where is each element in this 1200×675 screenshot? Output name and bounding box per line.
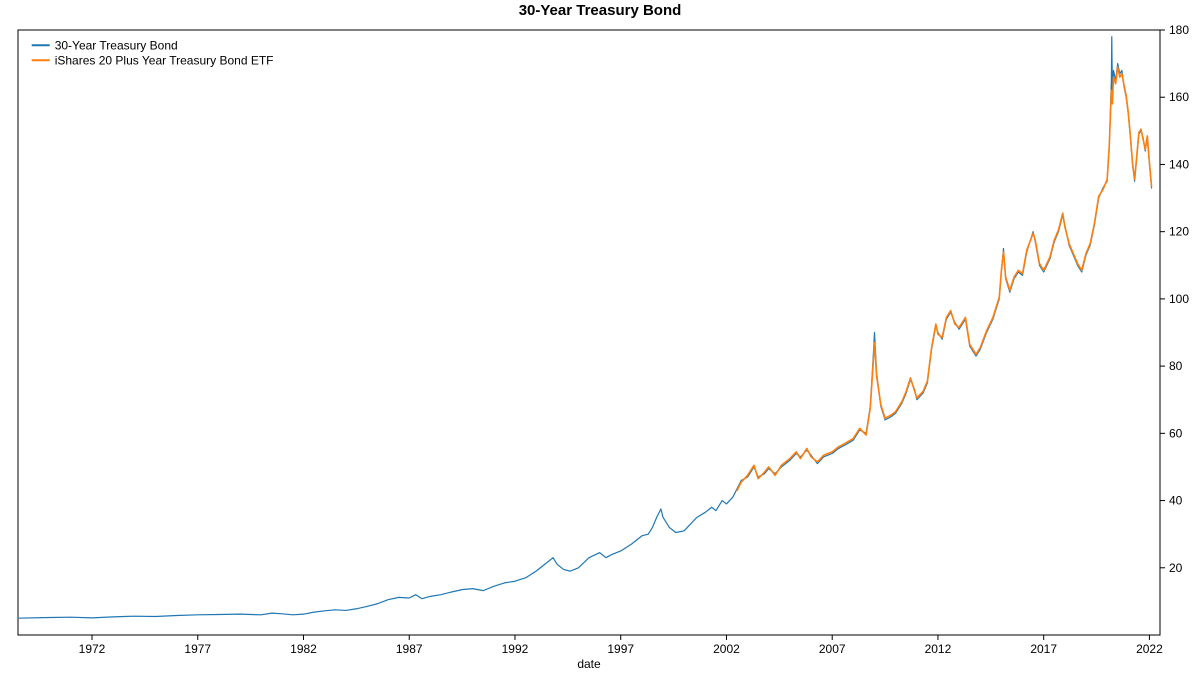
x-tick-label: 2012 bbox=[925, 642, 952, 656]
x-tick-label: 2007 bbox=[819, 642, 846, 656]
y-tick-label: 20 bbox=[1169, 561, 1183, 575]
legend-label: 30-Year Treasury Bond bbox=[55, 38, 178, 52]
y-tick-label: 180 bbox=[1169, 23, 1189, 37]
chart-container: 30-Year Treasury Bond 197219771982198719… bbox=[0, 0, 1200, 675]
x-tick-label: 1997 bbox=[607, 642, 634, 656]
x-tick-label: 2017 bbox=[1030, 642, 1057, 656]
x-axis-label: date bbox=[577, 657, 601, 671]
x-tick-label: 1972 bbox=[79, 642, 106, 656]
y-tick-label: 120 bbox=[1169, 225, 1189, 239]
chart-title: 30-Year Treasury Bond bbox=[0, 2, 1200, 19]
x-tick-label: 1982 bbox=[290, 642, 317, 656]
y-tick-label: 60 bbox=[1169, 426, 1183, 440]
x-tick-label: 1987 bbox=[396, 642, 423, 656]
y-tick-label: 80 bbox=[1169, 359, 1183, 373]
x-tick-label: 1977 bbox=[184, 642, 211, 656]
legend-label: iShares 20 Plus Year Treasury Bond ETF bbox=[55, 53, 274, 67]
y-tick-label: 140 bbox=[1169, 157, 1189, 171]
x-tick-label: 2022 bbox=[1136, 642, 1163, 656]
x-tick-label: 2002 bbox=[713, 642, 740, 656]
y-tick-label: 40 bbox=[1169, 494, 1183, 508]
chart-svg: 1972 1977 1982 1987 1992 1997 2002 2007 2012 2017… bbox=[0, 0, 1200, 675]
y-tick-label: 100 bbox=[1169, 292, 1189, 306]
y-tick-label: 160 bbox=[1169, 90, 1189, 104]
x-tick-label: 1992 bbox=[502, 642, 529, 656]
